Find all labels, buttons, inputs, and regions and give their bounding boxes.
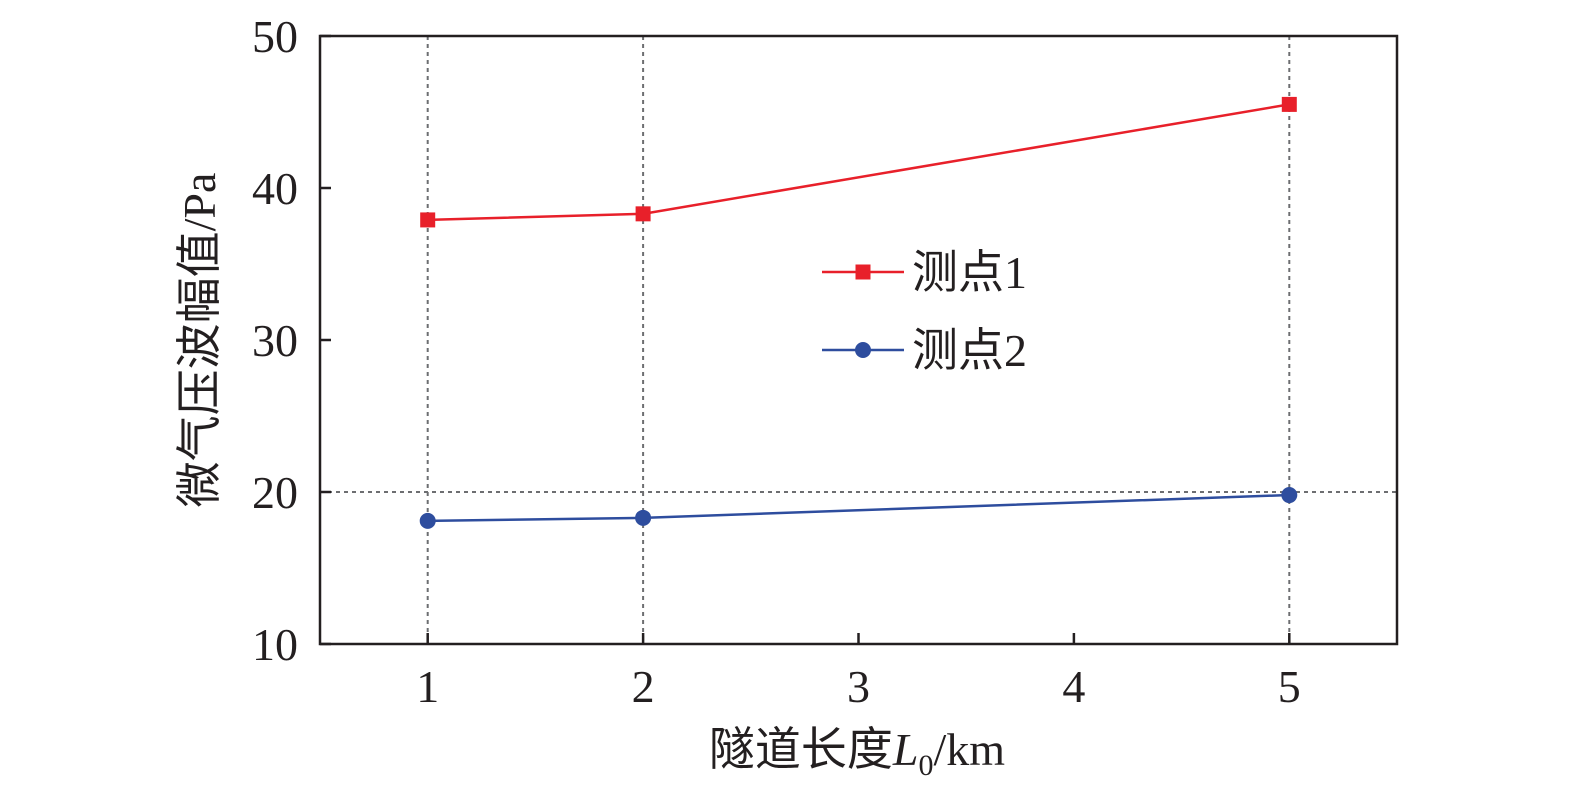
- legend: 测点1 测点2: [822, 247, 1027, 376]
- series-2-point-2: [635, 509, 652, 526]
- series-2: [419, 487, 1298, 529]
- x-tick-label-5: 5: [1278, 661, 1301, 712]
- y-tick-label-40: 40: [252, 163, 298, 214]
- y-tick-label-30: 30: [252, 315, 298, 366]
- x-axis-label-unit: /km: [934, 724, 1006, 775]
- plot-frame: [318, 34, 1399, 646]
- legend-label-2: 测点2: [912, 325, 1027, 376]
- series-2-line: [427, 493, 1290, 523]
- series-1-point-2: [635, 206, 651, 222]
- legend-label-1: 测点1: [912, 247, 1027, 298]
- x-tick-label-3: 3: [847, 661, 870, 712]
- axis-ticks: 1 2 3 4 5 10 20 30 40 50: [252, 11, 1301, 712]
- legend-marker-1: [855, 264, 871, 280]
- series-1: [420, 96, 1297, 228]
- x-axis-label-subscript: 0: [919, 749, 934, 782]
- series-2-point-1: [419, 512, 436, 529]
- y-tick-label-10: 10: [252, 619, 298, 670]
- legend-item-2: 测点2: [822, 325, 1027, 376]
- x-tick-label-2: 2: [632, 661, 655, 712]
- legend-marker-2: [855, 342, 871, 358]
- x-tick-label-4: 4: [1062, 661, 1085, 712]
- y-axis-label: 微气压波幅值/Pa: [174, 173, 225, 508]
- y-tick-label-20: 20: [252, 467, 298, 518]
- series-2-point-3: [1281, 487, 1298, 504]
- series-1-line: [427, 103, 1290, 222]
- x-axis-label-text: 隧道长度: [709, 724, 893, 775]
- legend-item-1: 测点1: [822, 247, 1027, 298]
- x-tick-label-1: 1: [416, 661, 439, 712]
- x-axis-label-var: L: [892, 724, 919, 775]
- series-1-point-1: [420, 212, 436, 228]
- series-layer: [419, 96, 1298, 529]
- y-tick-label-50: 50: [252, 11, 298, 62]
- series-1-point-3: [1281, 96, 1297, 112]
- grid-lines: [320, 36, 1397, 644]
- x-axis-label: 隧道长度L0/km: [709, 724, 1005, 782]
